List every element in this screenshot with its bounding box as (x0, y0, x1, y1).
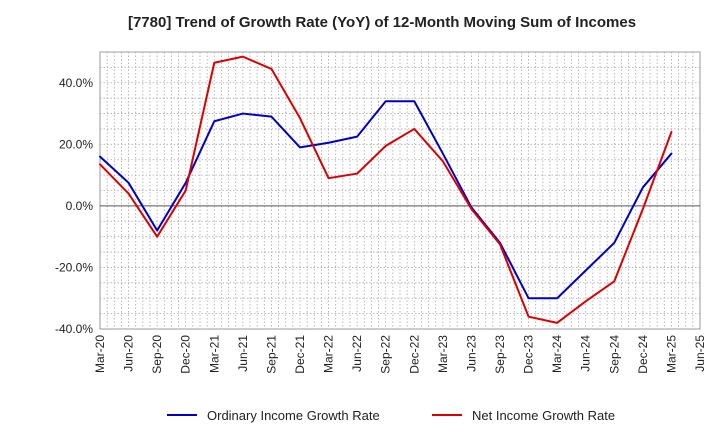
x-tick-label: Sep-20 (150, 335, 164, 374)
x-tick-label: Jun-25 (693, 335, 707, 372)
y-axis: -40.0% -20.0% 0.0% 20.0% 40.0% (55, 76, 93, 336)
y-tick-label: -40.0% (55, 322, 93, 336)
x-tick-label: Mar-21 (207, 335, 221, 373)
gridlines (100, 51, 700, 329)
x-tick-label: Mar-25 (664, 335, 678, 373)
x-tick-label: Jun-24 (579, 335, 593, 372)
x-tick-label: Dec-24 (636, 335, 650, 374)
series-line-2 (99, 55, 673, 324)
x-tick-label: Jun-22 (350, 335, 364, 372)
x-tick-label: Sep-23 (493, 335, 507, 374)
y-tick-label: -20.0% (55, 260, 93, 274)
y-tick-label: 0.0% (66, 199, 94, 213)
legend-label-1: Ordinary Income Growth Rate (207, 408, 380, 423)
x-tick-label: Mar-20 (93, 335, 107, 373)
chart-title: [7780] Trend of Growth Rate (YoY) of 12-… (128, 14, 636, 31)
legend-label-2: Net Income Growth Rate (472, 408, 615, 423)
x-tick-label: Mar-24 (550, 335, 564, 373)
series-lines (99, 55, 673, 324)
x-tick-label: Sep-22 (379, 335, 393, 374)
x-tick-label: Mar-23 (436, 335, 450, 373)
series-line-1 (99, 100, 673, 300)
x-tick-label: Jun-20 (122, 335, 136, 372)
legend: Ordinary Income Growth Rate Net Income Gr… (167, 408, 615, 423)
x-tick-label: Dec-20 (179, 335, 193, 374)
x-tick-label: Dec-22 (407, 335, 421, 374)
y-tick-label: 40.0% (59, 76, 93, 90)
x-tick-label: Sep-21 (264, 335, 278, 374)
x-tick-label: Jun-21 (236, 335, 250, 372)
x-axis: Mar-20 Jun-20 Sep-20 Dec-20 Mar-21 Jun-21 Sep-… (93, 335, 707, 374)
x-tick-label: Sep-24 (607, 335, 621, 374)
x-tick-label: Jun-23 (464, 335, 478, 372)
x-tick-label: Dec-21 (293, 335, 307, 374)
x-tick-label: Dec-23 (522, 335, 536, 374)
x-tick-label: Mar-22 (322, 335, 336, 373)
y-tick-label: 20.0% (59, 137, 93, 151)
